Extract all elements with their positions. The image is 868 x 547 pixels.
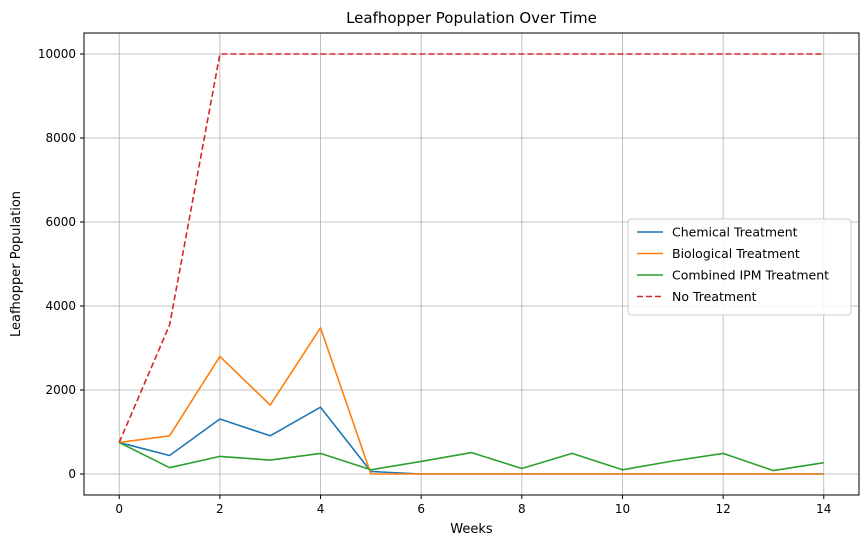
x-axis-label: Weeks	[450, 522, 493, 537]
series-layer	[118, 53, 824, 475]
y-tick-label: 6000	[45, 215, 76, 229]
legend-frame	[627, 218, 852, 316]
plot-area-frame	[83, 32, 860, 496]
x-tick-label: 12	[715, 502, 730, 516]
y-tick-label: 0	[68, 467, 76, 481]
legend-label: Combined IPM Treatment	[672, 268, 829, 283]
x-tick-label: 14	[816, 502, 831, 516]
x-tick-label: 4	[317, 502, 325, 516]
series-line-2	[118, 441, 824, 472]
axis-ticks: 0 2 4 6 8 10 12 14 0 2000 4000 6000 8000 10000	[38, 47, 832, 516]
legend-label: Biological Treatment	[672, 246, 800, 261]
y-tick-label: 4000	[45, 299, 76, 313]
legend: Chemical Treatment Biological Treatment Co…	[627, 218, 852, 316]
x-tick-label: 6	[417, 502, 425, 516]
y-tick-label: 10000	[38, 47, 76, 61]
x-tick-label: 10	[615, 502, 630, 516]
x-tick-label: 8	[518, 502, 526, 516]
x-tick-label: 2	[216, 502, 224, 516]
legend-label: Chemical Treatment	[672, 225, 798, 240]
y-axis-label: Leafhopper Population	[9, 191, 24, 337]
series-line-1	[119, 326, 824, 475]
x-tick-label: 0	[115, 502, 123, 516]
chart-title: Leafhopper Population Over Time	[346, 9, 597, 27]
y-tick-label: 2000	[45, 383, 76, 397]
legend-label: No Treatment	[672, 289, 757, 304]
y-tick-label: 8000	[45, 131, 76, 145]
